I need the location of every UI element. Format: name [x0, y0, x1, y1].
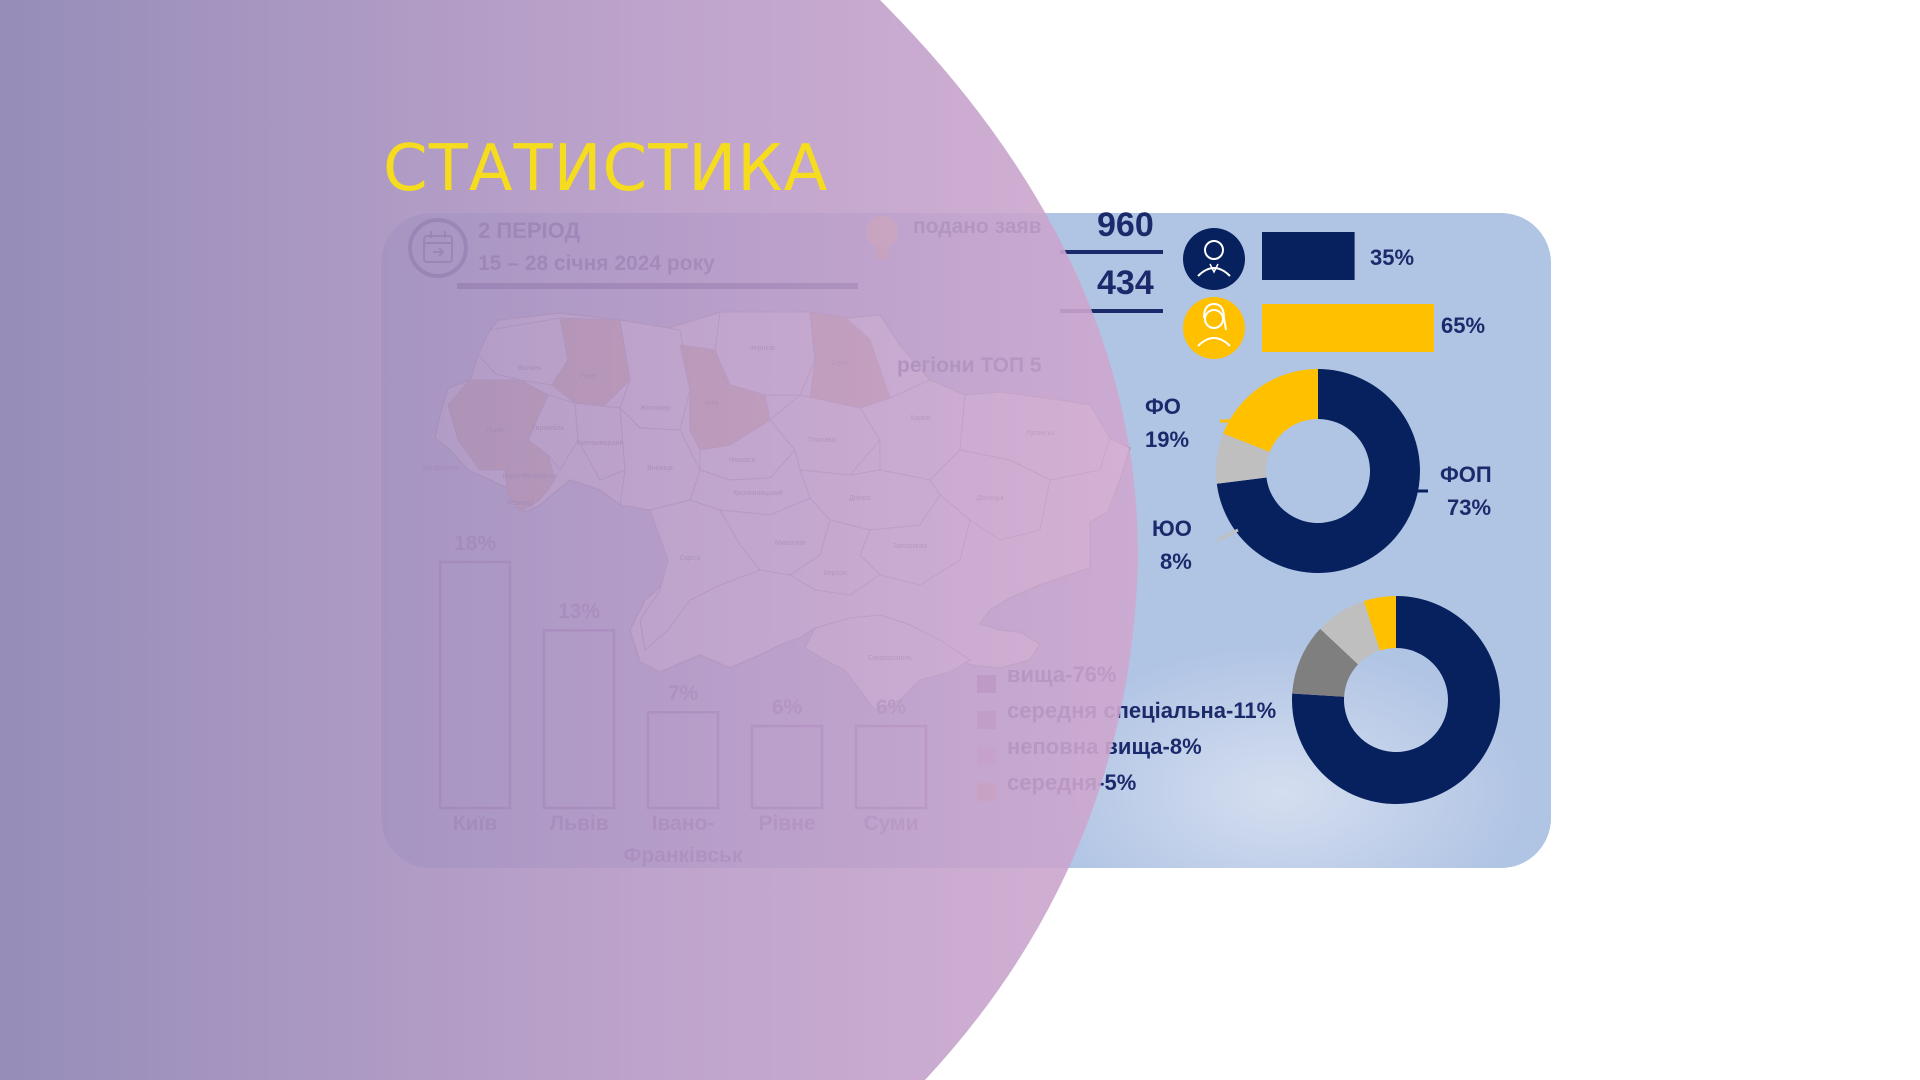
- bar-3: [750, 724, 824, 810]
- map-label-20: Одеса: [680, 555, 701, 562]
- yuo-label: ЮО: [1152, 516, 1192, 541]
- legend-secondary: середня-5%: [1007, 770, 1137, 795]
- legend-higher: вища-76%: [1007, 662, 1117, 687]
- entity-type-donut: [1216, 368, 1420, 573]
- entity-type-slice-1: [1216, 433, 1270, 484]
- bar-value-3: 6%: [771, 696, 803, 719]
- map-label-15: Вінниця: [647, 464, 673, 472]
- education-legend-markers: [977, 675, 996, 801]
- education-donut: [1292, 596, 1501, 805]
- map-label-17: Кропивницький: [733, 489, 783, 497]
- fo-value: 19%: [1145, 427, 1190, 452]
- legend-incomplete-higher: неповна вища-8%: [1007, 734, 1202, 759]
- region-chernihiv: [714, 311, 816, 396]
- bar-0: [438, 560, 512, 810]
- map-label-1: Рівне: [579, 372, 597, 380]
- entity-type-slice-2: [1223, 369, 1318, 452]
- map-label-12: Закарпаття: [422, 465, 459, 472]
- man-icon: [1183, 228, 1245, 290]
- period-label: 2 ПЕРІОД: [478, 218, 581, 243]
- male-bar: [1262, 232, 1355, 280]
- education-slice-3: [1363, 596, 1396, 651]
- map-label-18: Дніпро: [849, 494, 871, 502]
- bar-value-2: 7%: [667, 682, 699, 706]
- bar-value-1: 13%: [557, 600, 601, 624]
- map-label-9: Полтава: [808, 437, 836, 444]
- applications-count: 960: [1097, 206, 1154, 244]
- map-label-19: Донецьк: [976, 495, 1004, 502]
- map-label-0: Волинь: [518, 365, 542, 372]
- map-label-3: Чернігів: [749, 344, 775, 352]
- map-label-21: Миколаїв: [775, 540, 806, 547]
- map-label-23: Запоріжжя: [893, 542, 928, 550]
- map-label-6: Тернопіль: [532, 424, 565, 432]
- bar-value-0: 18%: [453, 532, 497, 555]
- education-slice-2: [1320, 601, 1380, 665]
- bar-4: [854, 724, 928, 810]
- legend-square-incomplete: [977, 747, 996, 765]
- legend-square-secondary: [977, 783, 996, 801]
- fop-value: 73%: [1447, 495, 1492, 520]
- map-label-10: Харків: [910, 414, 931, 422]
- applications-second-count: 434: [1097, 264, 1154, 302]
- applications-label: подано заяв: [913, 215, 1042, 238]
- slide-title-front: СТАТИСТИКА: [383, 132, 829, 206]
- bar-1: [542, 629, 616, 810]
- lightbulb-icon: [866, 216, 898, 259]
- map-top5-label: регіони ТОП 5: [897, 354, 1042, 377]
- map-label-13: Івано-Франківськ: [502, 472, 558, 480]
- calendar-icon: [408, 218, 468, 278]
- bar-value-4: 6%: [875, 696, 907, 719]
- legend-square-special: [977, 711, 996, 729]
- map-label-5: Львів: [486, 426, 504, 434]
- map-label-4: Суми: [831, 360, 848, 367]
- map-label-16: Черкаси: [729, 457, 756, 464]
- map-label-14: Чернівці: [506, 499, 534, 507]
- education-slice-1: [1292, 628, 1359, 697]
- map-label-7: Хмельницький: [576, 439, 623, 447]
- legend-special-secondary: середня спеціальна-11%: [1007, 698, 1277, 723]
- map-label-2: Житомир: [640, 405, 670, 412]
- fop-label: ФОП: [1440, 462, 1492, 487]
- bar-2: [646, 711, 720, 810]
- woman-icon: [1183, 297, 1245, 359]
- bar-category-4-0: Суми: [863, 812, 919, 835]
- female-percent: 65%: [1441, 313, 1486, 338]
- male-percent: 35%: [1370, 245, 1415, 270]
- map-label-8: Київ: [705, 400, 719, 407]
- bar-category-2-1: Франківськ: [623, 844, 743, 867]
- legend-square-higher: [977, 675, 996, 693]
- yuo-leader: [1217, 528, 1239, 542]
- education-slice-0: [1292, 596, 1501, 805]
- yuo-value: 8%: [1160, 549, 1192, 574]
- map-label-22: Херсон: [823, 570, 847, 577]
- period-dates: 15 – 28 січня 2024 року: [478, 252, 715, 275]
- fo-label: ФО: [1145, 394, 1181, 419]
- map-label-24: Сімферополь: [868, 654, 912, 662]
- entity-type-slice-0: [1216, 368, 1420, 573]
- region-zhytomyr: [619, 319, 691, 431]
- female-bar: [1262, 304, 1434, 352]
- map-label-11: Луганськ: [1026, 430, 1055, 437]
